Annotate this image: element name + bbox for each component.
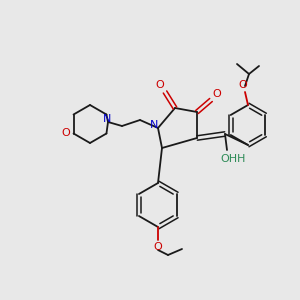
Text: N: N (150, 120, 158, 130)
Text: O: O (154, 242, 162, 252)
Text: O: O (213, 89, 221, 99)
Text: OH: OH (220, 154, 238, 164)
Text: H: H (237, 154, 245, 164)
Text: N: N (103, 114, 111, 124)
Text: O: O (156, 80, 164, 90)
Text: O: O (238, 80, 247, 90)
Text: O: O (61, 128, 70, 139)
